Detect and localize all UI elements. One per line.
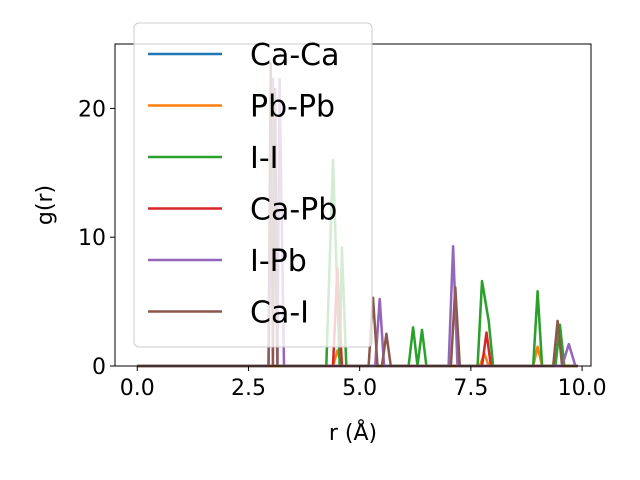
x-tick-label: 0.0 [120, 376, 155, 401]
x-tick-label: 5.0 [342, 376, 377, 401]
legend-box [133, 22, 373, 348]
x-tick-label: 10.0 [558, 376, 607, 401]
legend-label-i-pb: I-Pb [250, 244, 307, 279]
y-axis: 0 10 20 [78, 97, 115, 380]
y-tick-label: 20 [78, 97, 106, 122]
x-tick-label: 2.5 [231, 376, 266, 401]
legend-label-ca-ca: Ca-Ca [250, 38, 340, 73]
legend-label-pb-pb: Pb-Pb [250, 90, 335, 125]
x-tick-label: 7.5 [453, 376, 488, 401]
legend: Ca-Ca Pb-Pb I-I Ca-Pb I-Pb Ca-I [133, 22, 373, 348]
x-axis-label: r (Å) [329, 419, 377, 446]
legend-label-ca-pb: Ca-Pb [250, 193, 337, 228]
legend-label-ca-i: Ca-I [250, 296, 309, 331]
y-tick-label: 0 [92, 355, 106, 380]
y-axis-label: g(r) [33, 185, 58, 225]
legend-items: Ca-Ca Pb-Pb I-I Ca-Pb I-Pb Ca-I [148, 38, 340, 331]
series-line-pb-pb [137, 345, 578, 368]
x-axis: 0.0 2.5 5.0 7.5 10.0 [120, 366, 607, 401]
y-tick-label: 10 [78, 226, 106, 251]
legend-label-i-i: I-I [250, 141, 279, 176]
